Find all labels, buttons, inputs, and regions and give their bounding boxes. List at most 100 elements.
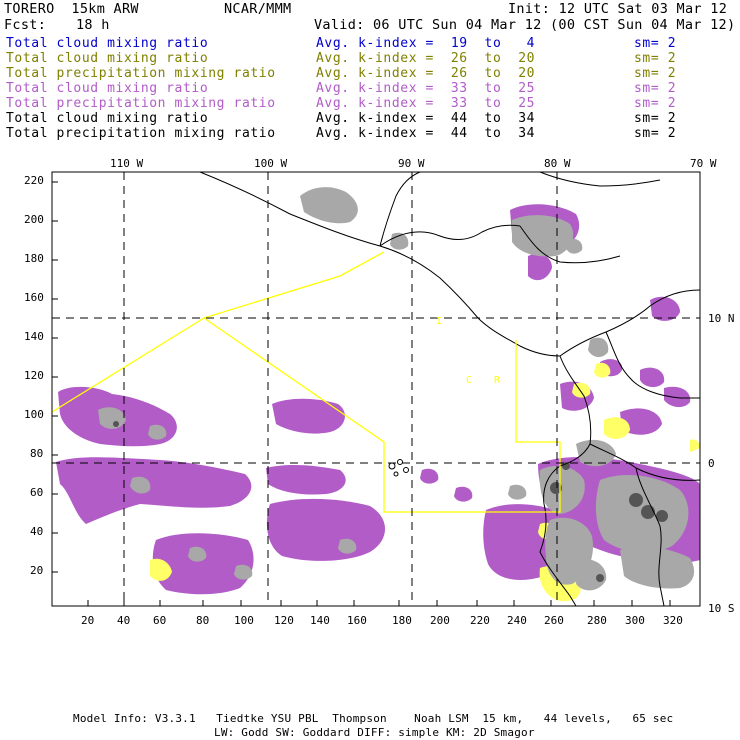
legend-sm: sm= 2 (634, 126, 677, 141)
x-tick-label: 240 (507, 614, 527, 627)
x-tick-label: 300 (625, 614, 645, 627)
tick-marks (52, 181, 671, 606)
yellow-blob (150, 558, 172, 581)
y-tick-label: 140 (24, 330, 44, 343)
yellow-boundaries (52, 251, 561, 513)
x-tick-label: 220 (470, 614, 490, 627)
org-label: NCAR/MMM (224, 1, 292, 17)
coastline-yucatan-gulf (379, 224, 521, 247)
forecast-label: Fcst: (4, 17, 47, 33)
lon-label: 100 W (254, 157, 288, 170)
yellow-blob (690, 439, 700, 452)
map-label-r: R (494, 375, 501, 386)
gray-blob (130, 476, 151, 494)
forecast-hour: 18 h (76, 17, 110, 33)
valid-time: Valid: 06 UTC Sun 04 Mar 12 (00 CST Sun … (314, 17, 736, 33)
map-label-i: I (436, 316, 442, 327)
legend-sm: sm= 2 (634, 66, 677, 81)
lon-label: 90 W (398, 157, 425, 170)
island (397, 459, 403, 465)
lat-label: 10 S (708, 602, 735, 615)
lon-label: 80 W (544, 157, 571, 170)
gray-blob (576, 559, 607, 591)
coastline-central-america (199, 172, 561, 357)
purple-blob (420, 468, 439, 484)
border-cuba (539, 172, 661, 187)
legend-range: Avg. k-index = 33 to 25 (316, 96, 536, 111)
purple-blob (272, 398, 345, 434)
eez-boundary-coast (203, 251, 385, 319)
y-tick-label: 60 (30, 486, 44, 499)
purple-blob (640, 367, 665, 388)
galapagos-islands (388, 459, 409, 477)
legend-sm: sm= 2 (634, 96, 677, 111)
gray-blob (300, 187, 358, 224)
lat-lon-grid (52, 172, 700, 606)
purple-blob (483, 504, 563, 580)
dark-cores (113, 421, 668, 582)
yellow-blob (594, 362, 611, 378)
gray-blob (539, 465, 585, 514)
x-tick-label: 200 (430, 614, 450, 627)
border-brazil-peru (635, 467, 665, 606)
lon-label: 110 W (110, 157, 144, 170)
legend-range: Avg. k-index = 19 to 4 (316, 36, 536, 51)
gray-blob (576, 439, 616, 467)
legend-range: Avg. k-index = 26 to 20 (316, 51, 536, 66)
y-tick-label: 160 (24, 291, 44, 304)
gray-blob (588, 337, 609, 358)
purple-blob (454, 486, 473, 502)
y-tick-label: 220 (24, 174, 44, 187)
init-time: Init: 12 UTC Sat 03 Mar 12 (508, 1, 728, 17)
yellow-blob (572, 382, 591, 398)
gray-blob (98, 407, 126, 429)
gray-blob (512, 215, 574, 257)
y-tick-label: 20 (30, 564, 44, 577)
legend-range: Avg. k-index = 33 to 25 (316, 81, 536, 96)
gray-blob (508, 484, 527, 500)
y-tick-label: 80 (30, 447, 44, 460)
gray-blob (338, 538, 357, 554)
y-tick-label: 180 (24, 252, 44, 265)
purple-blob (528, 253, 552, 281)
legend-field: Total cloud mixing ratio (6, 51, 209, 66)
x-tick-label: 160 (347, 614, 367, 627)
dark-core (641, 505, 655, 519)
gray-blob (148, 424, 167, 440)
purple-blob (664, 386, 691, 408)
x-tick-label: 60 (153, 614, 167, 627)
y-tick-label: 200 (24, 213, 44, 226)
legend-field: Total cloud mixing ratio (6, 81, 209, 96)
x-tick-label: 40 (117, 614, 131, 627)
legend-field: Total precipitation mixing ratio (6, 126, 276, 141)
dark-core (562, 462, 570, 470)
island (393, 471, 399, 477)
purple-blob (620, 408, 662, 435)
yellow-blob (604, 417, 630, 439)
dark-core (596, 574, 604, 582)
border-colombia-venezuela (605, 331, 700, 399)
purple-blob (650, 296, 680, 321)
x-tick-label: 140 (310, 614, 330, 627)
dark-core (113, 421, 119, 427)
x-tick-label: 120 (274, 614, 294, 627)
legend-field: Total cloud mixing ratio (6, 111, 209, 126)
gray-cloud-regions (98, 187, 695, 591)
legend-sm: sm= 2 (634, 51, 677, 66)
coastline-panama-colombia (559, 289, 700, 357)
x-tick-label: 20 (81, 614, 95, 627)
purple-blob (266, 464, 346, 495)
x-tick-label: 100 (234, 614, 254, 627)
eez-boundary-north (52, 317, 561, 513)
lon-label: 70 W (690, 157, 717, 170)
purple-blob (56, 457, 252, 524)
x-tick-label: 80 (196, 614, 210, 627)
gray-blob (620, 546, 695, 589)
legend-sm: sm= 2 (634, 111, 677, 126)
x-tick-label: 320 (663, 614, 683, 627)
legend-range: Avg. k-index = 44 to 34 (316, 111, 536, 126)
model-title: TORERO 15km ARW (4, 1, 139, 17)
purple-blob (266, 498, 385, 561)
lat-label: 0 (708, 457, 715, 470)
